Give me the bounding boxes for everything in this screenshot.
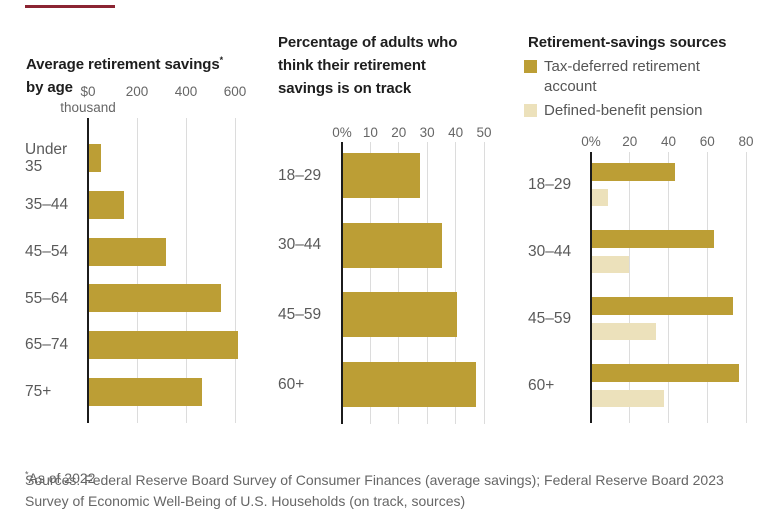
gridline (185, 118, 187, 423)
accent-line (25, 5, 115, 8)
chart1-title-line1: Average retirement savings (26, 56, 220, 73)
legend-label-pension: Defined-benefit pension (544, 102, 703, 119)
bar-average-savings (89, 190, 124, 219)
category-label: 45–59 (278, 306, 322, 324)
gridline (234, 118, 236, 423)
bar-pension (592, 390, 664, 407)
bar-pension (592, 256, 629, 273)
footnote-marker: * (219, 55, 224, 65)
footnote-asterisk: * (25, 469, 29, 480)
footnote: *As of 2022 (25, 447, 95, 489)
chart1-title-line2: by age (26, 79, 73, 96)
gridline (426, 142, 428, 424)
axis-tick-label: 20 (622, 134, 638, 149)
legend-item-pension: Defined-benefit pension (524, 101, 702, 121)
bar-tax-deferred (592, 297, 734, 315)
bar-on-track (343, 292, 457, 338)
bar-pension (592, 189, 608, 206)
axis-zero-line (341, 142, 343, 424)
axis-tick-label: 60 (699, 134, 715, 149)
axis-tick-label: 0% (581, 134, 601, 149)
category-label: 30–44 (278, 236, 322, 254)
gridline (483, 142, 485, 424)
footnote-text: As of 2022 (28, 470, 96, 486)
gridline (398, 142, 400, 424)
category-label: 45–54 (25, 242, 69, 260)
legend-item-tax-deferred: Tax-deferred retirement account (524, 57, 700, 97)
gridline (668, 152, 669, 423)
category-label: 30–44 (528, 242, 572, 260)
axis-tick-label: 80 (738, 134, 754, 149)
axis-tick-label: 400 (174, 84, 198, 99)
axis-tick-label: 10 (362, 125, 378, 140)
chart1-title: Average retirement savings* by age (26, 30, 261, 122)
axis-tick-label: 50 (476, 125, 492, 140)
gridline (629, 152, 631, 423)
category-label: 60+ (278, 375, 305, 393)
axis-tick-label: 40 (448, 125, 464, 140)
bar-average-savings (89, 284, 221, 313)
axis-zero-line (590, 152, 592, 423)
axis-tick-label: 40 (660, 134, 677, 149)
bar-on-track (343, 153, 420, 198)
category-label: 55–64 (25, 289, 69, 307)
axis-tick-label: 0% (332, 125, 352, 140)
bar-on-track (343, 222, 443, 268)
category-label: 65–74 (25, 336, 69, 354)
category-label: 75+ (25, 383, 52, 401)
bar-tax-deferred (592, 163, 676, 181)
bar-average-savings (89, 237, 166, 266)
category-label: 60+ (528, 376, 555, 394)
chart3-title: Retirement-savings sources (528, 34, 727, 51)
gridline (369, 142, 371, 424)
axis-tick-label: 20 (391, 125, 407, 140)
chart2-title: Percentage of adults who think their ret… (278, 34, 458, 97)
gridline (745, 152, 747, 423)
category-label: 35–44 (25, 196, 69, 214)
bar-average-savings (89, 378, 203, 406)
legend-swatch-tax-deferred (524, 60, 537, 73)
axis-unit-label: thousand (60, 100, 116, 115)
category-label: Under 35 (25, 140, 68, 176)
axis-tick-label: 30 (419, 125, 435, 140)
axis-tick-label: 200 (125, 84, 149, 99)
sources-line: Sources: Federal Reserve Board Survey of… (25, 472, 724, 509)
axis-zero-line (87, 118, 89, 423)
gridline (455, 142, 457, 424)
bar-tax-deferred (592, 230, 715, 248)
axis-tick-label: $0 (80, 84, 96, 99)
bar-average-savings (89, 144, 101, 172)
legend-label-tax-deferred: Tax-deferred retirement account (544, 58, 700, 95)
legend-swatch-pension (524, 104, 537, 117)
bar-pension (592, 323, 656, 340)
category-label: 18–29 (278, 166, 322, 184)
bar-tax-deferred (592, 364, 740, 382)
bar-on-track (343, 362, 477, 408)
gridline (706, 152, 708, 423)
category-label: 18–29 (528, 175, 572, 193)
gridline (136, 118, 138, 423)
axis-tick-label: 600 (223, 84, 247, 99)
bar-average-savings (89, 331, 239, 360)
category-label: 45–59 (528, 309, 572, 327)
